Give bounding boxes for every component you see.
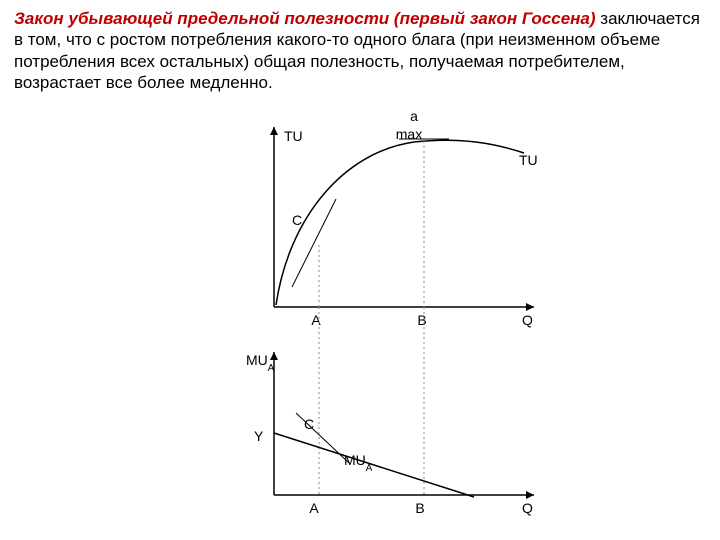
svg-text:TU: TU: [284, 128, 303, 144]
svg-text:MUA: MUA: [246, 352, 275, 374]
svg-text:C: C: [304, 416, 314, 432]
utility-diagram: TU Ca max TU A B Q MUA C Y MUA A B Q: [14, 97, 720, 517]
svg-text:a: a: [410, 108, 418, 124]
svg-text:B: B: [417, 312, 426, 328]
svg-text:B: B: [415, 500, 424, 516]
svg-text:Y: Y: [254, 428, 264, 444]
svg-text:MUA: MUA: [344, 452, 373, 474]
svg-text:max: max: [396, 126, 422, 142]
svg-text:Q: Q: [522, 500, 533, 516]
title-emphasis: Закон убывающей предельной полезности (п…: [14, 9, 596, 28]
svg-text:C: C: [292, 212, 302, 228]
svg-text:A: A: [309, 500, 319, 516]
svg-text:TU: TU: [519, 152, 538, 168]
svg-text:Q: Q: [522, 312, 533, 328]
svg-text:A: A: [311, 312, 321, 328]
heading-text: Закон убывающей предельной полезности (п…: [14, 8, 706, 93]
